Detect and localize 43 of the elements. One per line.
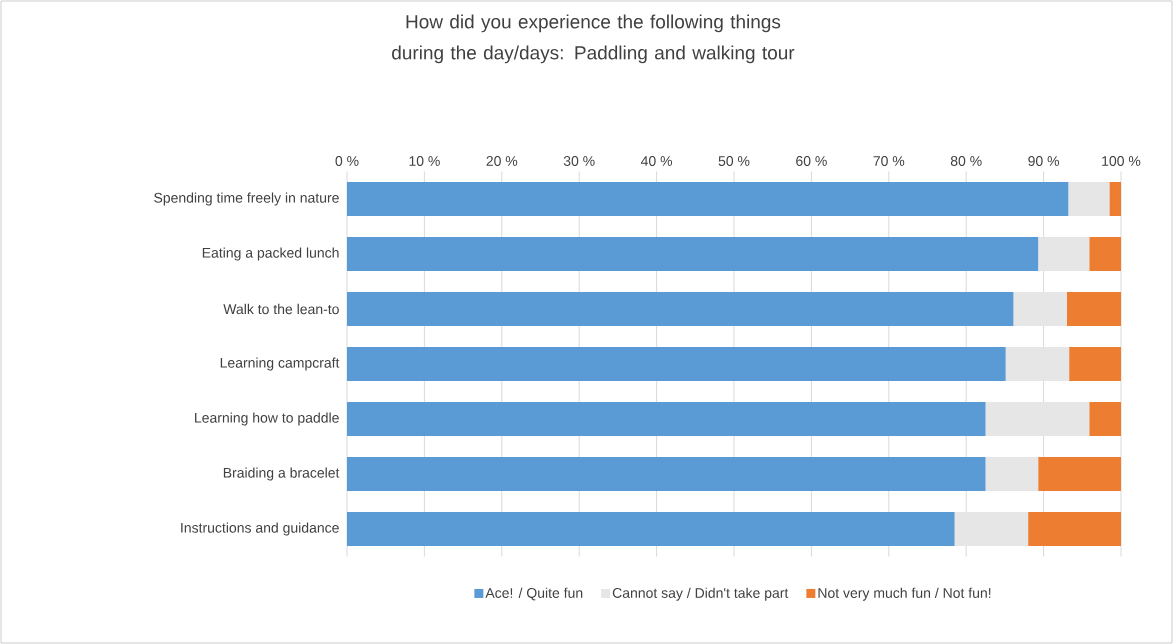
bar [347,456,986,491]
x-tick-label: 20 % [486,156,518,166]
bar [1109,182,1121,216]
bar [1089,401,1121,436]
y-tick-label: Spending time freely in nature [154,192,339,206]
y-tick-label: Eating a packed lunch [202,247,339,261]
bar [1013,292,1067,326]
bar [1066,292,1121,326]
y-tick-label: Learning how to paddle [195,412,339,426]
bar [1038,456,1121,491]
bar [1068,182,1110,216]
legend-label: Not very much fun / Not fun! [818,587,991,601]
bar [347,237,1039,271]
legend-label: Cannot say / Didn't take part [612,587,789,601]
x-tick-label: 50 % [718,156,750,166]
bar [1069,347,1121,381]
bar [1028,511,1121,546]
y-tick-label: Walk to the lean-to [223,303,339,315]
bar [347,511,955,546]
bar [985,456,1039,491]
x-tick-label: 60 % [796,156,827,166]
bar [347,182,1069,216]
bar [1038,237,1090,271]
x-tick-label: 10 % [409,156,440,166]
x-tick-label: 30 % [563,156,595,166]
bar [954,511,1029,546]
bar [347,292,1014,326]
legend-label: Ace! / Quite fun [485,587,583,601]
x-tick-label: 40 % [640,156,673,166]
bar [347,401,986,436]
x-tick-label: 80 % [950,156,982,166]
y-tick-label: Braiding a bracelet [223,467,340,481]
bar [1005,347,1070,381]
bar [347,347,1006,381]
x-tick-label: 90 % [1028,156,1060,166]
bar [1089,237,1121,271]
x-tick-label: 0 % [335,156,359,166]
bar [985,401,1090,436]
x-tick-label: 100 % [1102,156,1141,166]
y-tick-label: Instructions and guidance [181,522,339,536]
x-tick-label: 70 % [873,156,905,166]
y-tick-label: Learning campcraft [220,357,340,371]
chart-title: How did you experience the following things during the day/days: Paddling and walking tour [392,14,795,64]
